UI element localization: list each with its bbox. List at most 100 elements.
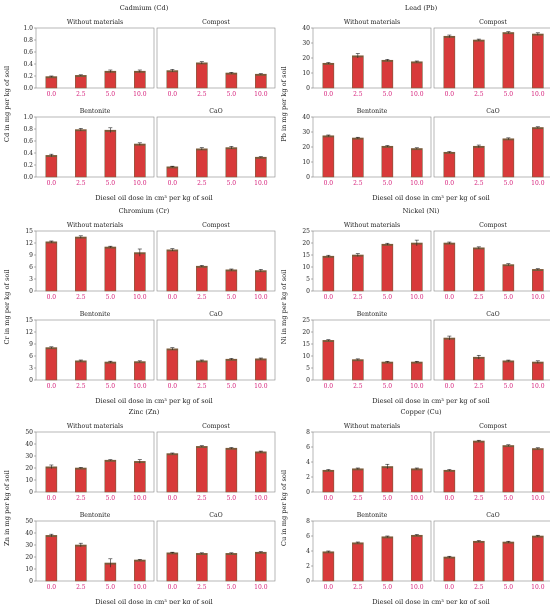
bar	[473, 39, 485, 89]
panel-title: Without materials	[67, 222, 123, 229]
x-axis-label: Diesel oil dose in cm³ per kg of soil	[95, 194, 213, 202]
x-axis-label: Diesel oil dose in cm³ per kg of soil	[372, 194, 490, 202]
bar	[443, 35, 456, 89]
x-tick-label: 5.0	[227, 584, 237, 591]
bar	[532, 269, 544, 292]
x-tick-label: 5.0	[227, 383, 237, 390]
y-tick-label: 0	[29, 489, 33, 496]
y-tick-label: 20	[25, 554, 33, 561]
bar	[75, 360, 87, 381]
bar	[134, 70, 146, 89]
y-tick-label: 40	[25, 530, 33, 537]
bar	[45, 535, 58, 582]
bar	[255, 156, 267, 178]
bar-cap	[196, 446, 208, 448]
y-tick-label: 30	[302, 40, 310, 47]
x-tick-label: 5.0	[106, 180, 116, 187]
x-tick-label: 10.0	[254, 383, 268, 390]
x-tick-label: 0.0	[445, 294, 455, 301]
x-tick-label: 0.0	[445, 180, 455, 187]
x-axis-label: Diesel oil dose in cm³ per kg of soil	[95, 598, 213, 604]
bar	[352, 137, 364, 178]
panel-cao: CaO 0.0 2.5 5.0 10.0	[156, 311, 276, 390]
bar	[322, 340, 335, 381]
y-tick-label: 20	[302, 55, 310, 62]
x-tick-label: 2.5	[197, 180, 207, 187]
x-tick-label: 5.0	[504, 584, 514, 591]
x-tick-label: 2.5	[353, 294, 363, 301]
y-tick-label: 20	[302, 240, 310, 247]
bar	[166, 348, 179, 381]
bar	[45, 241, 58, 292]
y-tick-label: 12	[25, 329, 33, 336]
bar	[75, 129, 87, 178]
bar	[443, 337, 456, 381]
y-tick-label: 2	[306, 474, 310, 481]
chart-zinc-zn: Zinc (Zn) Zn in mg per kg of soil Diesel o…	[3, 408, 276, 604]
bar	[196, 148, 208, 178]
bar-cap	[352, 468, 364, 471]
panel-title: Bentonite	[357, 108, 388, 115]
bar	[352, 359, 364, 381]
panel-title: Without materials	[344, 222, 400, 229]
y-tick-label: 0	[306, 85, 310, 92]
y-tick-label: 0.8	[23, 126, 33, 133]
bar-cap	[75, 468, 87, 470]
bar-cap	[443, 152, 455, 154]
x-tick-label: 0.0	[445, 383, 455, 390]
bar	[322, 469, 335, 493]
bar-cap	[532, 127, 544, 130]
chart-nickel-ni: Nickel (Ni) Ni in mg per kg of soil Diesel…	[280, 207, 550, 405]
bar-cap	[322, 551, 334, 554]
bar-cap	[502, 542, 514, 544]
bar	[45, 155, 58, 178]
y-tick-label: 3	[29, 365, 33, 372]
panel-bentonite: Bentonite 0 2 4 6 8 0.0 2.5 5.0 10.0	[306, 512, 432, 591]
bar-cap	[381, 146, 393, 148]
bar	[473, 356, 485, 381]
bar-cap	[381, 536, 393, 539]
chart-cadmium-cd: Cadmium (Cd) Cd in mg per kg of soil Diese…	[3, 4, 276, 202]
x-tick-label: 10.0	[531, 294, 545, 301]
bar	[502, 541, 515, 582]
x-tick-label: 5.0	[504, 294, 514, 301]
y-tick-label: 20	[302, 144, 310, 151]
bar-cap	[255, 74, 267, 76]
x-tick-label: 10.0	[133, 495, 147, 502]
bar-cap	[225, 73, 237, 75]
panel-title: CaO	[209, 512, 223, 519]
bar	[196, 446, 208, 493]
x-tick-label: 10.0	[133, 383, 147, 390]
panel-bentonite: Bentonite 0 3 6 9 12 15 0.0 2.5 5.0 10.0	[25, 311, 155, 390]
bar	[443, 469, 456, 493]
x-tick-label: 5.0	[383, 294, 393, 301]
panel-cao: CaO 0.0 2.5 5.0 10.0	[433, 512, 550, 591]
x-tick-label: 10.0	[531, 91, 545, 98]
panel-compost: Compost 0.0 2.5 5.0 10.0	[156, 423, 276, 502]
bar	[352, 468, 364, 493]
bar	[411, 242, 423, 292]
bar-cap	[196, 553, 208, 555]
y-tick-label: 5	[306, 276, 310, 283]
y-axis-label: Ni in mg per kg of soil	[280, 270, 288, 345]
x-tick-label: 5.0	[106, 495, 116, 502]
bar-cap	[104, 460, 116, 462]
panel-title: Compost	[479, 423, 507, 430]
panel-compost: Compost 0.0 2.5 5.0 10.0	[156, 222, 276, 301]
chart-chromium-cr: Chromium (Cr) Cr in mg per kg of soil Dies…	[3, 207, 276, 405]
chart-title: Cadmium (Cd)	[120, 4, 169, 12]
bar	[45, 466, 58, 493]
bar-cap	[322, 135, 334, 138]
y-axis-label: Zn in mg per kg of soil	[3, 470, 11, 546]
bar	[532, 33, 544, 89]
y-tick-label: 9	[29, 252, 33, 259]
x-tick-label: 0.0	[324, 91, 334, 98]
y-tick-label: 10	[25, 566, 33, 573]
bar	[473, 540, 485, 582]
panel-bentonite: Bentonite 0.0 0.2 0.4 0.6 0.8 1.0 0.0 2.5 5.0 10.0	[23, 108, 155, 187]
y-tick-label: 0	[306, 288, 310, 295]
panel-title: CaO	[486, 108, 500, 115]
bar	[502, 445, 515, 493]
bar	[225, 553, 238, 582]
y-tick-label: 30	[302, 129, 310, 136]
